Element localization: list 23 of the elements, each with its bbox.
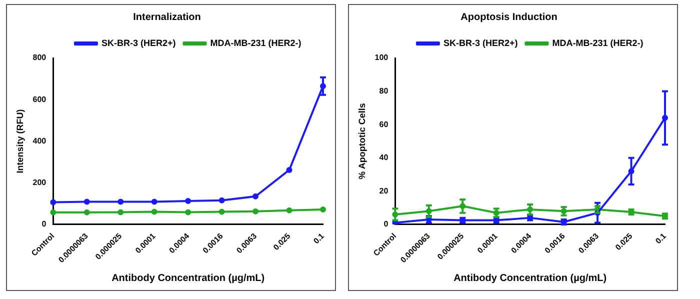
chart-title: Internalization: [133, 12, 201, 23]
x-tick-label: 0.1: [654, 231, 668, 246]
legend-label: MDA-MB-231 (HER2-): [210, 38, 302, 48]
y-tick-label: 20: [379, 186, 389, 196]
y-tick-label: 200: [32, 178, 47, 188]
y-axis-title: % Apoptotic Cells: [356, 103, 367, 180]
y-axis-title: Intensity (RFU): [14, 109, 25, 174]
legend-label: SK-BR-3 (HER2+): [101, 38, 176, 48]
y-tick-label: 80: [379, 86, 389, 96]
y-tick-label: 800: [32, 53, 47, 62]
x-axis-title: Antibody Concentration (µg/mL): [112, 272, 265, 284]
y-tick-label: 0: [42, 220, 47, 229]
y-tick-label: 40: [379, 153, 389, 162]
y-tick-label: 600: [32, 94, 47, 104]
y-tick-label: 100: [374, 53, 389, 62]
chart-title: Apoptosis Induction: [460, 12, 558, 23]
x-tick-label: 0.1: [312, 231, 326, 246]
y-tick-label: 400: [32, 136, 47, 146]
y-tick-label: 0: [384, 220, 389, 229]
y-tick-label: 60: [379, 120, 389, 129]
x-axis-title: Antibody Concentration (µg/mL): [454, 272, 607, 284]
legend-label: MDA-MB-231 (HER2-): [552, 38, 644, 48]
legend-label: SK-BR-3 (HER2+): [443, 38, 518, 48]
